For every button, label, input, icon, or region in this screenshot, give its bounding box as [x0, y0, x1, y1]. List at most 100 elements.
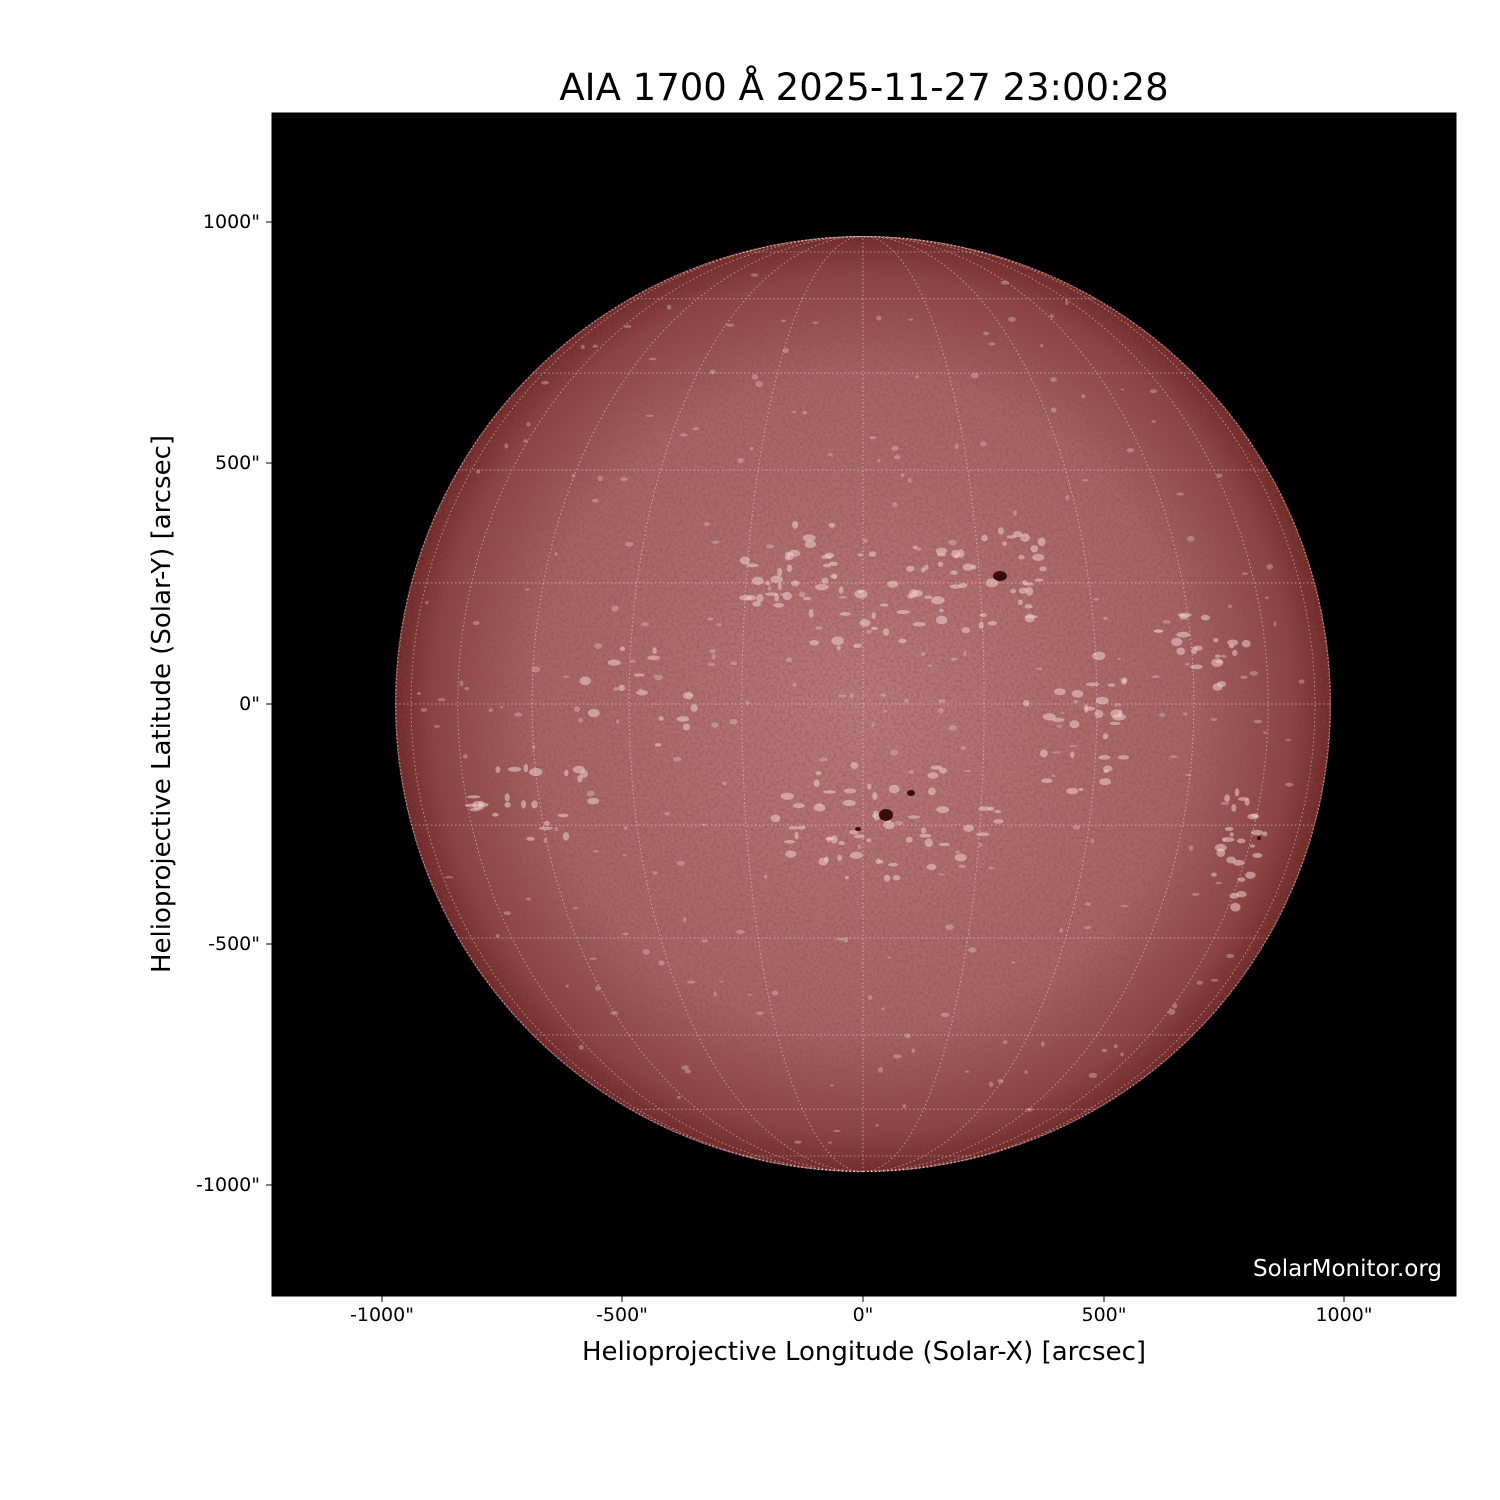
network-patch	[938, 708, 944, 714]
network-patch	[950, 657, 958, 661]
plage-patch	[803, 597, 811, 601]
plage-patch	[1071, 690, 1084, 698]
network-patch	[737, 457, 744, 464]
longitude-line	[628, 236, 864, 1172]
y-tick-label: -1000"	[196, 1174, 260, 1196]
network-patch	[983, 331, 989, 336]
plage-patch	[887, 580, 899, 588]
network-patch	[963, 769, 972, 772]
network-patch	[869, 435, 877, 440]
plage-patch	[785, 850, 797, 858]
network-patch	[1284, 782, 1294, 787]
plage-patch	[981, 534, 988, 542]
plage-patch	[1234, 788, 1240, 797]
network-patch	[1210, 718, 1218, 721]
network-patch	[462, 754, 468, 759]
network-patch	[722, 781, 727, 786]
network-patch	[1007, 316, 1016, 322]
network-patch	[1162, 620, 1171, 624]
plage-patch	[572, 765, 585, 774]
plage-patch	[676, 716, 690, 722]
network-patch	[1285, 739, 1292, 742]
network-patch	[745, 701, 750, 705]
network-patch	[541, 380, 549, 385]
plage-patch	[1231, 804, 1237, 812]
network-patch	[1011, 961, 1016, 964]
network-patch	[488, 708, 494, 713]
network-patch	[1184, 773, 1192, 777]
network-patch	[707, 617, 714, 621]
plage-patch	[1227, 639, 1239, 646]
network-patch	[1093, 598, 1099, 601]
plage-patch	[619, 646, 626, 652]
network-patch	[713, 991, 717, 998]
network-patch	[1191, 892, 1200, 896]
plage-patch	[888, 784, 900, 794]
network-patch	[513, 712, 523, 717]
plage-patch	[1262, 831, 1268, 837]
x-tick-label: -500"	[596, 1304, 648, 1326]
network-patch	[666, 304, 672, 310]
plage-patch	[492, 812, 499, 817]
network-patch	[730, 661, 738, 666]
plage-patch	[857, 553, 864, 557]
network-patch	[756, 1011, 764, 1016]
network-patch	[719, 980, 724, 983]
plage-patch	[936, 553, 946, 557]
network-patch	[794, 1140, 802, 1144]
network-patch	[843, 936, 849, 943]
plage-patch	[1102, 733, 1109, 740]
plage-patch	[1006, 535, 1017, 539]
plage-patch	[636, 689, 648, 696]
network-patch	[1024, 1070, 1028, 1075]
plage-patch	[853, 643, 862, 648]
network-patch	[1249, 670, 1259, 676]
plage-patch	[1103, 769, 1109, 773]
network-patch	[504, 443, 509, 449]
plage-patch	[1030, 545, 1039, 553]
plage-patch	[883, 874, 891, 883]
network-patch	[444, 876, 454, 879]
network-patch	[1196, 980, 1203, 985]
network-patch	[645, 414, 654, 417]
plage-patch	[849, 851, 863, 859]
network-patch	[591, 498, 599, 503]
y-tick-label: 1000"	[202, 211, 260, 233]
plage-patch	[988, 806, 995, 811]
network-patch	[709, 369, 716, 375]
network-patch	[1215, 881, 1223, 885]
network-patch	[980, 441, 987, 447]
network-patch	[891, 445, 899, 451]
network-patch	[1039, 344, 1044, 348]
network-patch	[681, 1065, 690, 1071]
network-patch	[907, 477, 912, 483]
plage-patch	[1092, 651, 1106, 661]
plage-patch	[523, 764, 529, 773]
plage-patch	[1222, 837, 1235, 842]
network-patch	[433, 725, 440, 728]
plage-patch	[1247, 813, 1260, 820]
plage-patch	[1238, 797, 1250, 801]
network-patch	[1216, 473, 1223, 478]
plage-patch	[935, 615, 948, 625]
network-patch	[622, 932, 629, 936]
plage-patch	[1112, 713, 1126, 721]
x-tick-label: 0"	[852, 1304, 874, 1326]
network-patch	[622, 854, 627, 857]
network-patch	[988, 1081, 994, 1088]
network-patch	[1151, 420, 1157, 423]
plage-patch	[979, 613, 987, 618]
network-patch	[833, 573, 837, 579]
plage-patch	[950, 570, 958, 575]
plage-patch	[1118, 709, 1123, 718]
plage-patch	[1214, 654, 1221, 658]
plage-patch	[908, 589, 918, 599]
plage-patch	[1066, 787, 1079, 795]
network-patch	[735, 929, 745, 934]
plage-patch	[777, 582, 782, 590]
plage-patch	[1179, 613, 1189, 620]
plage-patch	[802, 534, 816, 542]
network-patch	[1120, 1052, 1124, 1057]
network-patch	[1222, 837, 1226, 843]
network-patch	[629, 659, 636, 663]
